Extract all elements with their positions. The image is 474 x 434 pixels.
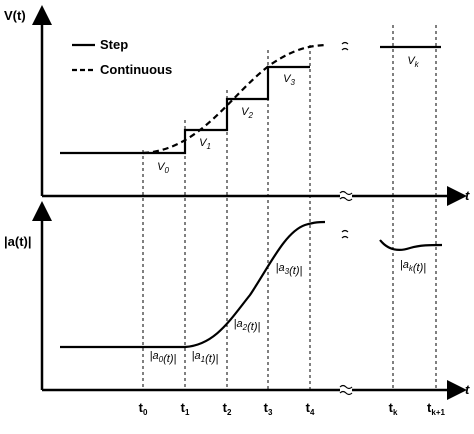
time-label: t4 (306, 400, 315, 417)
time-label: t0 (139, 400, 148, 417)
time-label-part: k (393, 408, 398, 417)
a-label: |ak(t)| (400, 259, 426, 274)
a-label-part: (t)| (413, 262, 426, 274)
a-curve-k (379, 239, 443, 251)
a-label-part: (t)| (205, 353, 218, 365)
a-label-part: |a (400, 259, 409, 271)
v-label: Vk (407, 55, 419, 69)
v-label-part: k (415, 60, 420, 69)
a-label: |a3(t)| (276, 262, 303, 277)
a-label-part: |a (150, 350, 159, 362)
a-label-part: 1 (201, 355, 205, 364)
legend-step: Step (100, 37, 128, 52)
axes (32, 5, 467, 400)
time-guides (142, 25, 437, 390)
a-label: |a1(t)| (192, 350, 219, 365)
v-label: V3 (283, 73, 295, 87)
a-label-part: |a (234, 318, 243, 330)
v-label-part: V (283, 73, 292, 85)
a-label-part: 2 (242, 323, 248, 332)
time-label: tk+1 (427, 400, 445, 417)
t-axis-label: t (465, 382, 470, 397)
a-label: |a2(t)| (234, 318, 261, 333)
labels: V(t) t |a(t)| t Step Continuous V0V1V2V3… (4, 8, 470, 417)
legend-continuous: Continuous (100, 62, 172, 77)
time-label-part: 3 (268, 408, 273, 417)
time-label-part: 4 (310, 408, 315, 417)
v-label-part: V (199, 137, 208, 149)
time-label-part: t (139, 400, 144, 415)
a-label: |a0(t)| (150, 350, 177, 365)
time-label-part: t (181, 400, 186, 415)
time-label-part: t (306, 400, 311, 415)
t-axis-label: t (465, 188, 470, 203)
time-label: tk (389, 400, 398, 417)
v-label-part: 3 (290, 78, 295, 87)
time-label-part: t (223, 400, 228, 415)
time-label-part: t (389, 400, 394, 415)
v-label: V0 (157, 161, 169, 175)
time-label-part: k+1 (431, 408, 445, 417)
v-label-part: V (157, 161, 166, 173)
a-label-part: |a (276, 262, 285, 274)
v-label: V1 (199, 137, 211, 151)
v-label-part: 1 (206, 142, 210, 151)
time-label-part: 0 (143, 408, 148, 417)
time-label-part: t (264, 400, 269, 415)
time-label: t1 (181, 400, 190, 417)
a-label-part: |a (192, 350, 201, 362)
a-label-part: k (409, 264, 414, 273)
break-marks (339, 41, 353, 396)
a-curve (60, 220, 326, 349)
time-label-part: 2 (227, 408, 232, 417)
v-label: V2 (241, 106, 253, 120)
v-label-part: 2 (247, 111, 253, 120)
a-label-part: (t)| (289, 265, 302, 277)
step-line (60, 65, 310, 155)
time-label: t2 (223, 400, 232, 417)
time-label-part: t (427, 400, 432, 415)
time-label-part: 1 (185, 408, 190, 417)
v-label-part: V (241, 106, 250, 118)
time-label: t3 (264, 400, 273, 417)
a-label-part: (t)| (247, 321, 260, 333)
a-axis-label: |a(t)| (4, 234, 32, 249)
a-label-part: 0 (159, 355, 164, 364)
a-label-part: 3 (285, 267, 290, 276)
v-label-part: 0 (164, 166, 169, 175)
v-label-part: V (407, 55, 416, 67)
v-axis-label: V(t) (4, 8, 26, 23)
a-label-part: (t)| (163, 353, 176, 365)
